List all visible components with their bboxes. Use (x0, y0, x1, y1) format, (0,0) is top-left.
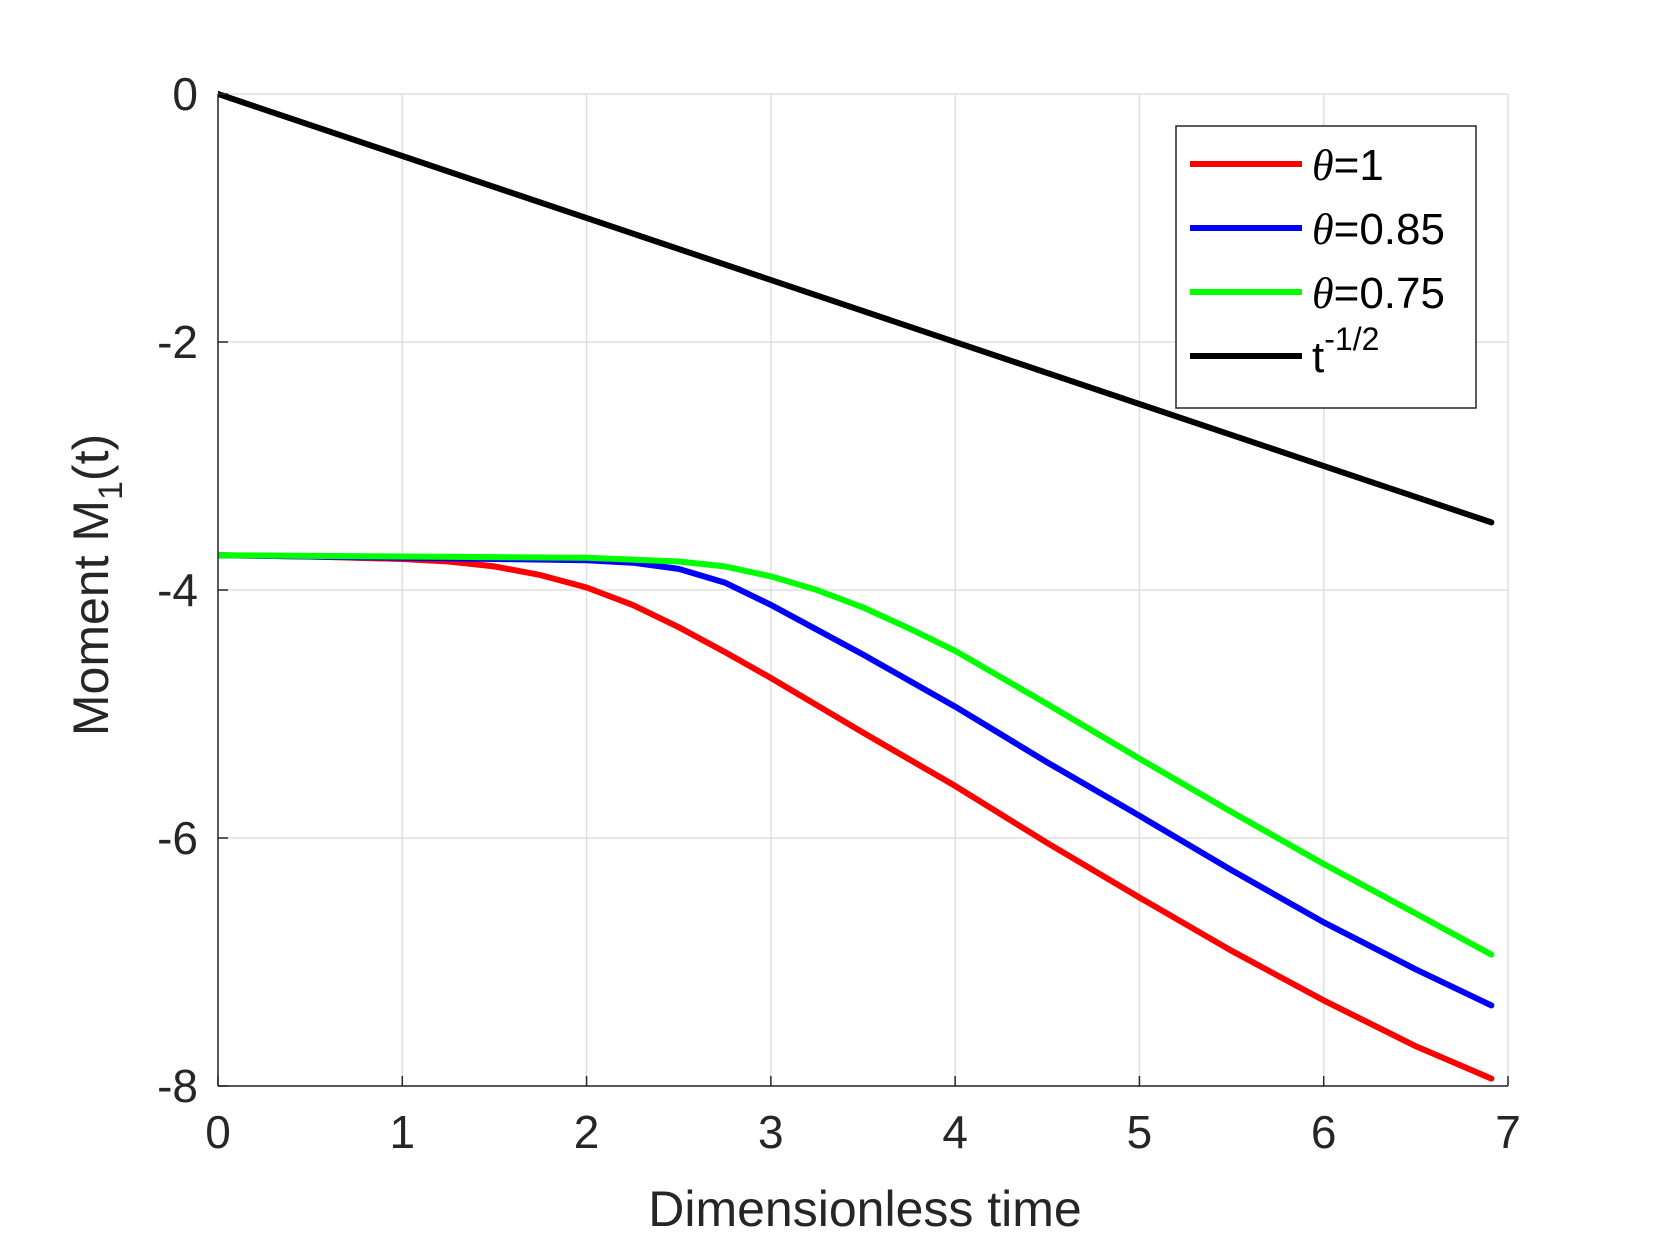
series-line-1 (218, 552, 1495, 1082)
y-axis-title-prefix: Moment M (63, 500, 119, 736)
legend-label-2: θ=0.85 (1312, 205, 1445, 254)
series-line-4 (218, 91, 1495, 526)
y-tick-label: -8 (157, 1060, 198, 1112)
y-tick-label: 0 (172, 68, 198, 120)
legend: θ=1θ=0.85θ=0.75t-1/2 (1175, 125, 1477, 409)
legend-base: t (1312, 333, 1324, 382)
legend-value: =1 (1334, 141, 1384, 190)
x-tick-label: 3 (758, 1106, 784, 1158)
y-axis-title: Moment M1(t) (63, 434, 130, 736)
y-tick-label: -4 (157, 564, 198, 616)
y-axis-title-subscript: 1 (92, 481, 130, 500)
x-tick-label: 2 (574, 1106, 600, 1158)
theta-symbol: θ (1312, 141, 1334, 190)
legend-box (1175, 125, 1477, 409)
legend-value: =0.85 (1334, 205, 1445, 254)
legend-label-4: t-1/2 (1312, 321, 1379, 382)
x-tick-label: 4 (942, 1106, 968, 1158)
tick-labels: 0 1 2 3 4 5 6 7 0 -2 -4 -6 -8 (157, 68, 1521, 1158)
series-line-3 (218, 552, 1495, 958)
legend-superscript: -1/2 (1324, 321, 1379, 357)
legend-label-3: θ=0.75 (1312, 269, 1445, 318)
y-tick-label: -2 (157, 316, 198, 368)
legend-value: =0.75 (1334, 269, 1445, 318)
x-tick-label: 5 (1127, 1106, 1153, 1158)
plot-area (218, 91, 1495, 1082)
legend-label-1: θ=1 (1312, 141, 1384, 190)
x-axis-title: Dimensionless time (648, 1181, 1081, 1237)
theta-symbol: θ (1312, 269, 1334, 318)
theta-symbol: θ (1312, 205, 1334, 254)
y-tick-label: -6 (157, 812, 198, 864)
axes (217, 93, 1509, 1087)
x-tick-label: 7 (1495, 1106, 1521, 1158)
x-tick-label: 0 (205, 1106, 231, 1158)
x-tick-label: 6 (1311, 1106, 1337, 1158)
series-lines (218, 91, 1495, 1082)
y-axis-title-suffix: (t) (63, 434, 119, 481)
x-tick-label: 1 (389, 1106, 415, 1158)
